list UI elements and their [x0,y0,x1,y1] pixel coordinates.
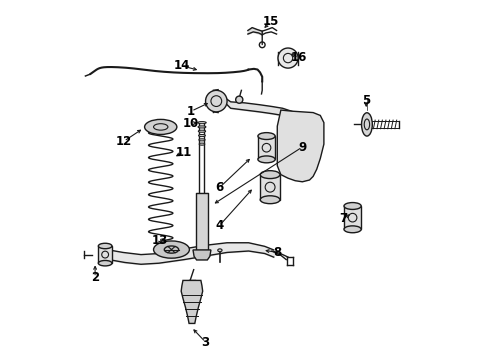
Text: 15: 15 [263,15,279,28]
Polygon shape [260,175,280,200]
Ellipse shape [260,171,280,179]
Text: 4: 4 [215,219,223,233]
Circle shape [236,96,243,103]
Polygon shape [258,136,275,159]
Text: 2: 2 [91,271,99,284]
Polygon shape [98,246,112,263]
Text: 13: 13 [151,234,168,247]
Text: 1: 1 [187,105,196,118]
Polygon shape [181,280,203,323]
Ellipse shape [344,226,361,233]
Polygon shape [196,193,208,250]
Ellipse shape [145,120,177,134]
Text: 8: 8 [273,246,281,259]
Text: 14: 14 [174,59,191,72]
Ellipse shape [198,134,205,136]
Polygon shape [193,250,211,260]
Ellipse shape [199,139,205,141]
Ellipse shape [344,203,361,210]
Circle shape [205,90,227,112]
Ellipse shape [199,143,205,145]
Text: 9: 9 [298,140,307,153]
Ellipse shape [260,196,280,204]
Ellipse shape [198,126,206,128]
Ellipse shape [198,130,206,132]
Circle shape [278,48,298,68]
Polygon shape [344,206,361,229]
Ellipse shape [98,261,112,266]
Ellipse shape [98,243,112,249]
Text: 10: 10 [183,117,199,130]
Ellipse shape [258,132,275,140]
Text: 7: 7 [339,212,347,225]
Text: 12: 12 [116,135,132,148]
Ellipse shape [362,113,372,136]
Text: 11: 11 [175,145,192,158]
Ellipse shape [218,249,222,252]
Ellipse shape [197,122,206,124]
Polygon shape [277,110,324,182]
Ellipse shape [153,241,190,258]
Text: 6: 6 [215,181,223,194]
Text: 5: 5 [362,94,370,107]
Text: 16: 16 [291,51,307,64]
Text: 3: 3 [201,336,210,348]
Ellipse shape [258,156,275,163]
